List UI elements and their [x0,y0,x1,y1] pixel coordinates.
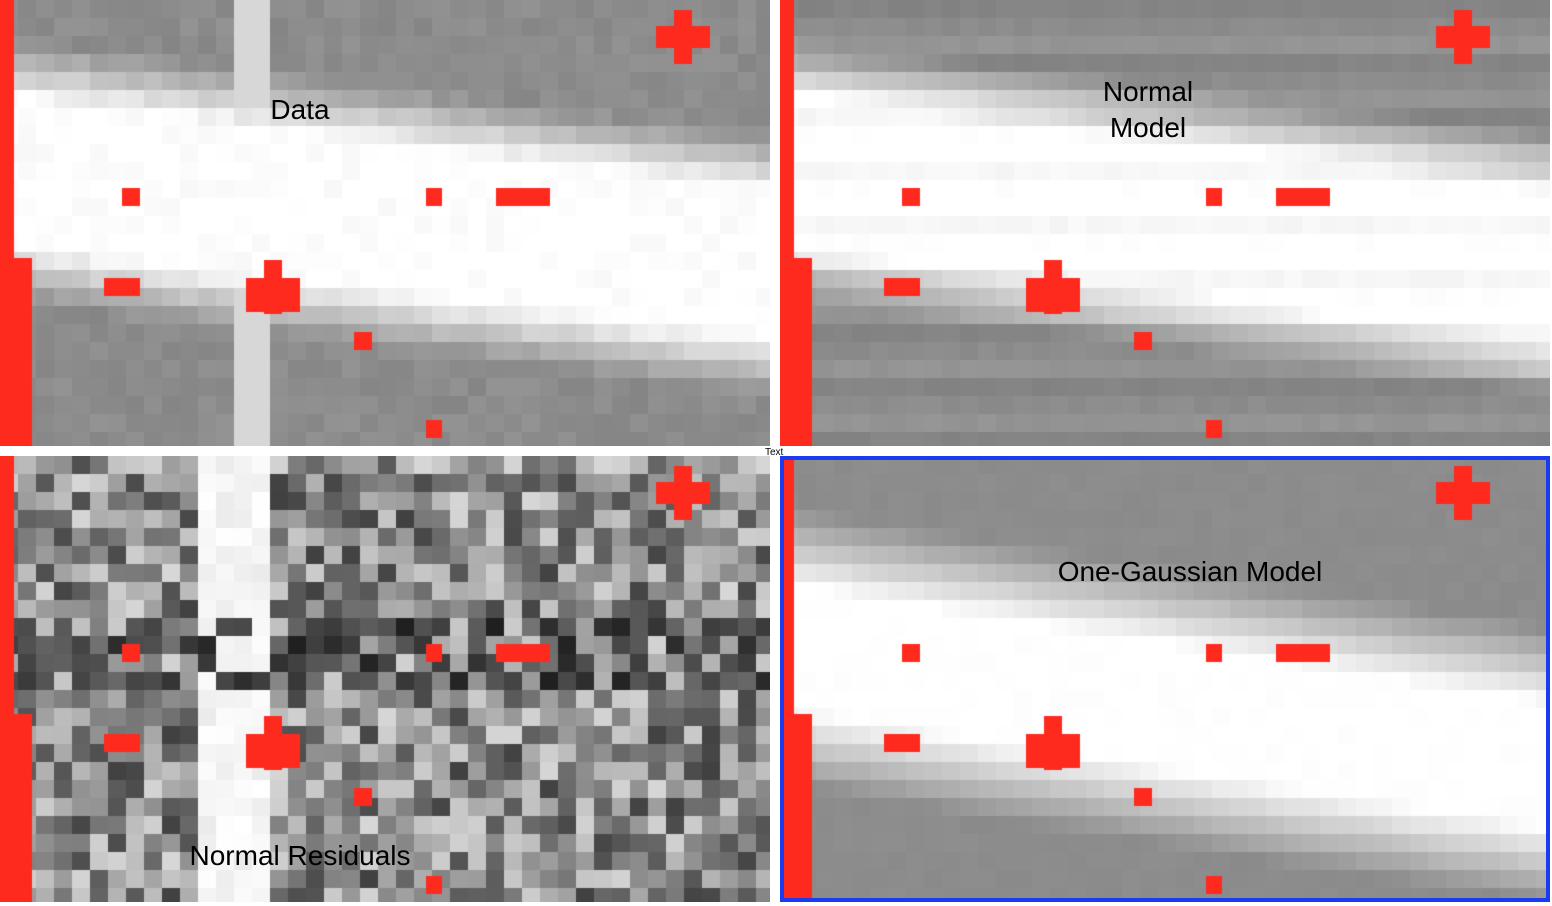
panel-label-data: Data [270,94,330,125]
residuals-image [0,456,770,902]
panel-normal-residuals[interactable]: Normal Residuals [0,456,770,902]
divider-text: Text [765,447,784,458]
panel-label-normal-model: Normal Model [1102,76,1194,143]
panel-one-gaussian-model[interactable]: One-Gaussian Model [780,456,1550,902]
normal-model-image [780,0,1550,446]
data-image [0,0,770,446]
panel-data[interactable]: Data [0,0,770,446]
panel-label-one-gaussian-model: One-Gaussian Model [1057,556,1323,587]
panel-label-normal-residuals: Normal Residuals [189,840,411,871]
panel-normal-model[interactable]: Normal Model [780,0,1550,446]
one-gaussian-model-image [780,456,1550,902]
